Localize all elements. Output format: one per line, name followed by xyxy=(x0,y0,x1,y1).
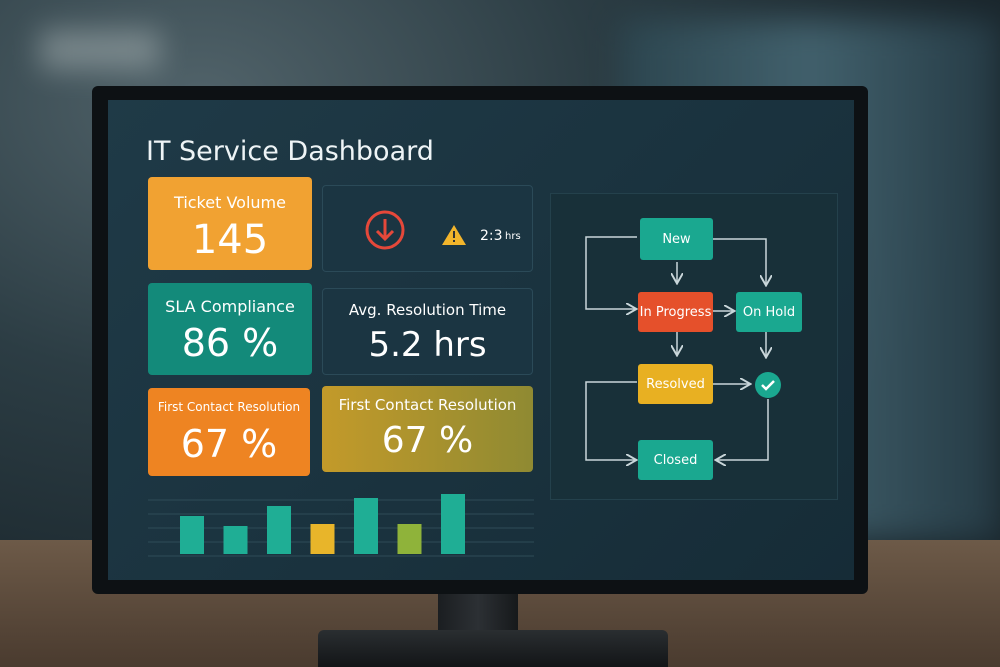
warning-icon xyxy=(442,225,466,245)
card-value: 86 % xyxy=(181,321,279,365)
metric-card: Avg. Resolution Time 5.2 hrs xyxy=(322,288,533,375)
chart-background-lines xyxy=(148,499,534,557)
alert-icon xyxy=(365,210,405,250)
card-value: 5.2 hrs xyxy=(368,325,487,365)
status-unit: hrs xyxy=(505,231,521,242)
card-label: First Contact Resolution xyxy=(157,400,301,414)
status-value: 2:3 xyxy=(480,228,503,244)
workflow-arrows xyxy=(585,236,839,501)
card-label: SLA Compliance xyxy=(165,297,295,316)
bar xyxy=(223,526,248,554)
metric-card: First Contact Resolution 67 % xyxy=(322,386,533,472)
workflow-node: In Progress xyxy=(638,292,713,332)
workflow-panel: New In Progress On Hold Resolved Closed xyxy=(550,193,838,500)
bg-light xyxy=(40,30,160,70)
bar xyxy=(180,516,204,554)
bar xyxy=(310,524,335,554)
metric-card: First Contact Resolution 67 % xyxy=(148,388,310,476)
bar xyxy=(397,524,422,554)
stand-base xyxy=(318,630,668,667)
check-icon xyxy=(755,372,781,398)
status-card: 2:3 hrs xyxy=(322,185,533,272)
bar xyxy=(267,506,291,554)
card-label: First Contact Resolution xyxy=(338,396,517,414)
card-label: Avg. Resolution Time xyxy=(348,301,507,319)
mini-chart xyxy=(148,494,534,557)
bar xyxy=(354,498,378,554)
bar xyxy=(441,494,465,554)
metric-card: SLA Compliance 86 % xyxy=(148,283,312,375)
workflow-node: Closed xyxy=(638,440,713,480)
workflow-node: Resolved xyxy=(638,364,713,404)
workflow-node: New xyxy=(640,218,713,260)
card-value: 67 % xyxy=(180,422,278,466)
dashboard-title: IT Service Dashboard xyxy=(146,136,434,167)
card-value: 145 xyxy=(191,217,269,263)
card-label: Ticket Volume xyxy=(174,193,286,212)
card-value: 67 % xyxy=(381,420,474,461)
metric-card: Ticket Volume 145 xyxy=(148,177,312,270)
workflow-node: On Hold xyxy=(736,292,802,332)
